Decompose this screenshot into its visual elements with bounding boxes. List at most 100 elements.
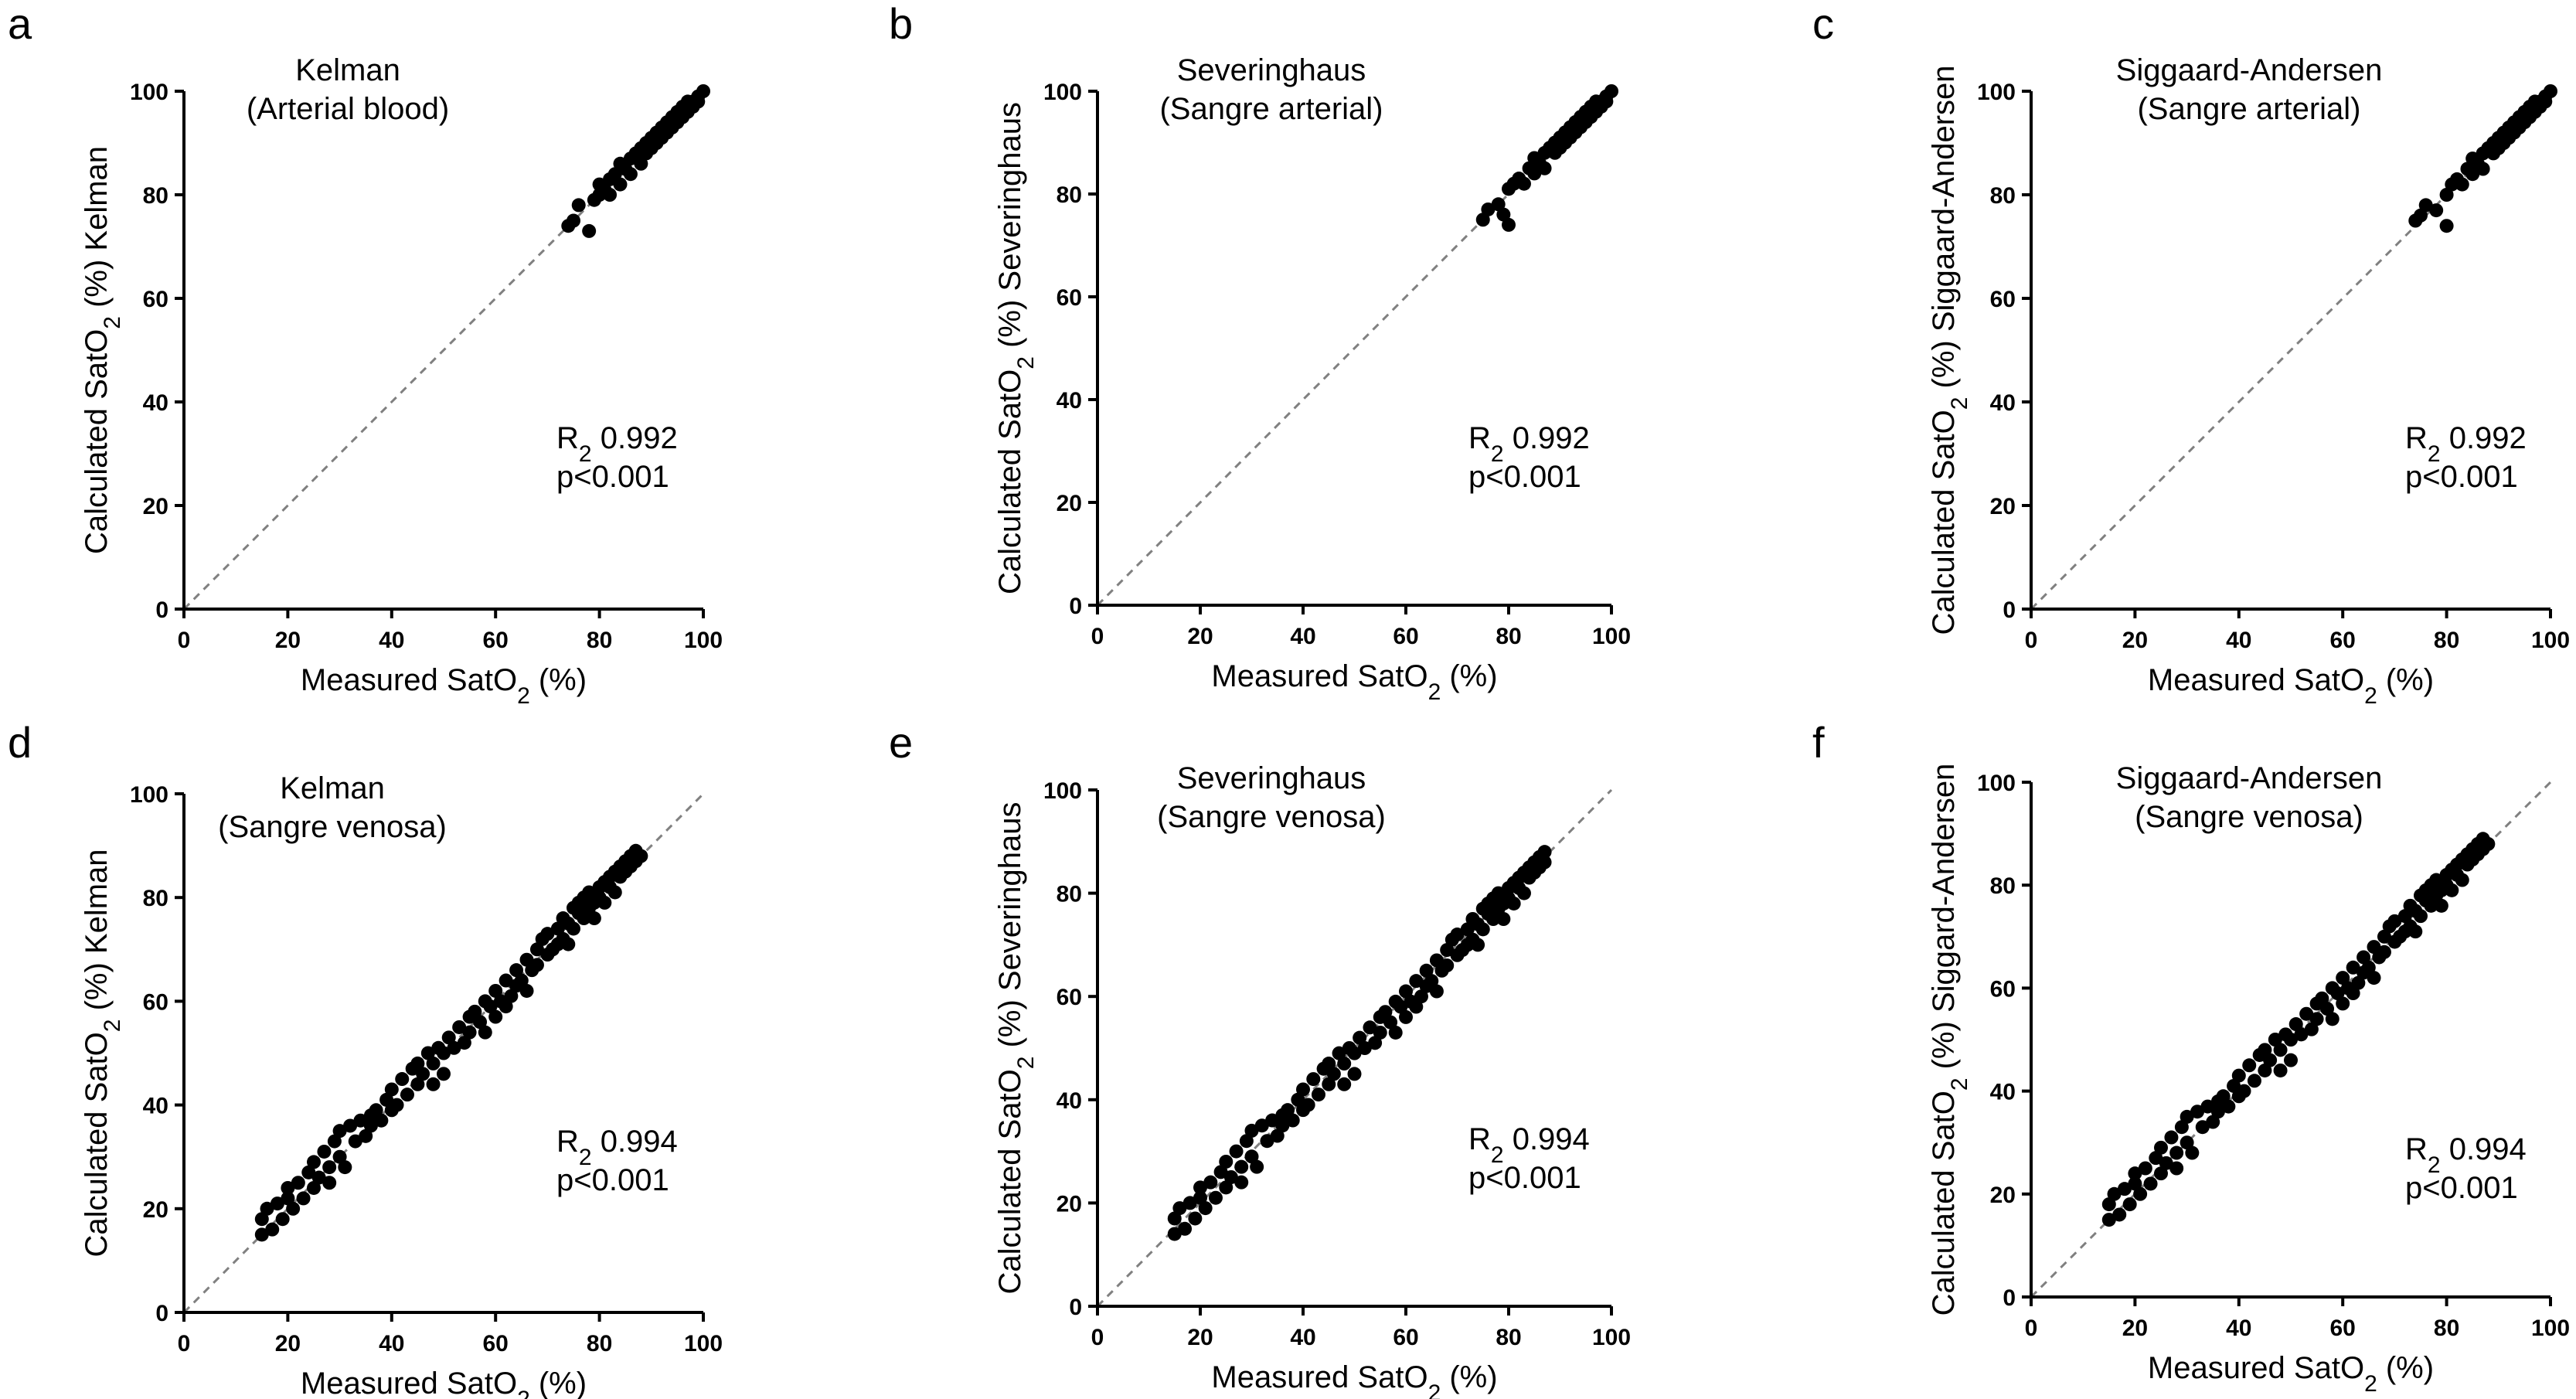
data-point: [416, 1067, 430, 1081]
data-point: [1450, 928, 1465, 942]
data-point: [567, 213, 580, 228]
data-point: [2107, 1186, 2122, 1201]
data-point: [2304, 1022, 2319, 1036]
y-tick-label: 80: [143, 183, 168, 209]
stat-p: p<0.001: [2405, 1171, 2518, 1205]
y-tick-label: 0: [155, 1301, 168, 1326]
data-point: [359, 1128, 373, 1143]
x-axis-title: Measured SatO2 (%): [1211, 1360, 1497, 1399]
data-point: [2247, 1074, 2261, 1088]
chart-title-line1: Siggaard-Andersen: [2116, 53, 2383, 87]
data-point: [457, 1036, 471, 1050]
data-point: [2346, 960, 2360, 975]
data-point: [1399, 984, 1413, 999]
x-tick-label: 60: [483, 1331, 509, 1356]
x-tick-label: 100: [684, 628, 723, 653]
data-point: [1301, 1098, 1315, 1112]
data-point: [270, 1196, 284, 1211]
data-point: [529, 958, 544, 972]
data-point: [437, 1067, 451, 1081]
data-point: [2128, 1166, 2142, 1181]
data-point: [2414, 208, 2428, 223]
data-point: [2309, 1012, 2324, 1026]
stat-p: p<0.001: [1468, 460, 1581, 494]
x-tick-label: 0: [1091, 624, 1104, 649]
data-point: [1234, 1175, 1249, 1190]
data-point: [550, 921, 565, 936]
data-point: [254, 1212, 269, 1227]
data-point: [1193, 1180, 1207, 1195]
data-point: [353, 1113, 368, 1128]
y-tick-label: 20: [1057, 1191, 1082, 1217]
stat-r2: R2 0.992: [1468, 421, 1590, 467]
x-tick-label: 100: [1592, 1325, 1631, 1350]
data-point: [2336, 971, 2350, 985]
y-tick-label: 80: [1990, 873, 2016, 899]
data-point: [281, 1191, 295, 1206]
x-tick-label: 40: [2226, 1316, 2251, 1341]
data-point: [2190, 1105, 2205, 1119]
x-axis-title: Measured SatO2 (%): [301, 663, 587, 709]
data-point: [1440, 958, 1455, 973]
y-tick-label: 80: [1990, 183, 2016, 209]
data-point: [577, 911, 591, 926]
chart-panel-d: d 0 20 40 60 80 100 0 20 40 60 80 100 Measured SatO2 …: [8, 718, 723, 1399]
data-point: [478, 1025, 492, 1040]
x-tick-label: 0: [178, 1331, 191, 1356]
y-tick-label: 60: [143, 287, 168, 312]
data-point: [1502, 217, 1516, 232]
chart-panel-c: c 0 20 40 60 80 100 0 20 40 60 80 100 Measured SatO2 …: [1812, 0, 2570, 709]
data-point: [1516, 886, 1531, 900]
data-point: [691, 94, 706, 109]
y-tick-label: 40: [1990, 390, 2016, 416]
data-point: [1363, 1020, 1377, 1035]
data-point: [1599, 94, 1614, 109]
panel-letter: c: [1812, 0, 1834, 48]
data-point: [1311, 1088, 1325, 1102]
data-point: [623, 167, 638, 182]
data-point: [2325, 1012, 2339, 1026]
data-point: [2439, 219, 2454, 233]
data-point: [2367, 971, 2381, 985]
chart-title-line2: (Sangre arterial): [2137, 92, 2360, 126]
data-point: [2299, 1006, 2314, 1021]
data-point: [2320, 1002, 2335, 1016]
y-tick-label: 80: [1057, 882, 1082, 907]
data-point: [379, 1092, 394, 1107]
x-tick-label: 80: [2434, 628, 2459, 653]
data-point: [2445, 883, 2459, 897]
data-point: [2164, 1130, 2179, 1145]
data-point: [2455, 177, 2469, 192]
data-point: [1347, 1067, 1362, 1081]
x-tick-label: 100: [2531, 1316, 2570, 1341]
data-point: [281, 1180, 295, 1195]
data-point: [1198, 1201, 1213, 1216]
y-tick-label: 20: [143, 494, 168, 519]
chart-title-line2: (Sangre venosa): [2135, 800, 2363, 834]
x-axis-title: Measured SatO2 (%): [2148, 1351, 2434, 1397]
data-point: [2143, 1176, 2158, 1191]
data-point: [473, 1015, 488, 1030]
panel-letter: d: [8, 718, 32, 767]
data-point: [1491, 197, 1506, 212]
data-point: [2429, 873, 2444, 887]
y-axis-title: Calculated SatO2 (%) Siggaard-Andersen: [1927, 65, 1972, 635]
x-tick-label: 40: [2226, 628, 2251, 653]
x-tick-label: 100: [2531, 628, 2570, 653]
x-tick-label: 40: [379, 1331, 404, 1356]
x-tick-label: 40: [1290, 1325, 1315, 1350]
data-point: [369, 1103, 383, 1118]
data-point: [1429, 984, 1444, 999]
data-point: [1337, 1077, 1352, 1091]
x-tick-label: 0: [178, 628, 191, 653]
data-point: [1188, 1211, 1203, 1226]
data-point: [265, 1222, 280, 1237]
data-point: [286, 1201, 301, 1216]
y-axis-title: Calculated SatO2 (%) Severinghaus: [993, 802, 1039, 1294]
data-point: [607, 885, 622, 900]
y-axis-title: Calculated SatO2 (%) Kelman: [80, 146, 125, 554]
y-tick-label: 80: [143, 886, 168, 911]
data-point: [437, 1046, 451, 1060]
chart-panel-f: f 0 20 40 60 80 100 0 20 40 60 80 100 Measured SatO2 …: [1812, 718, 2570, 1397]
data-point: [2361, 960, 2376, 975]
